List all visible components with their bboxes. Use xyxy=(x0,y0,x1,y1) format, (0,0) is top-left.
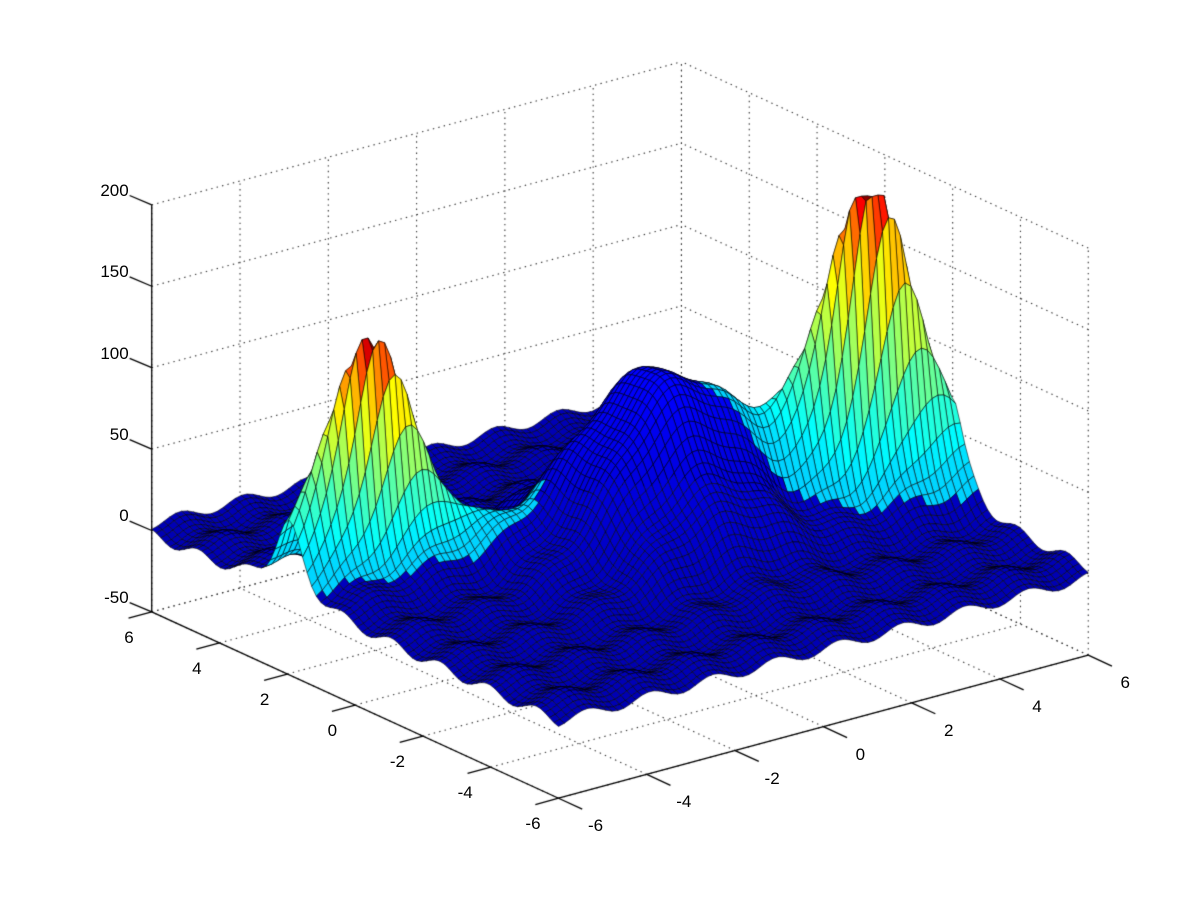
surface-plot-canvas xyxy=(0,0,1200,902)
figure-window: -6 -4 -2 0 2 4 6 -6 -4 -2 0 2 4 6 -50 0 50 100 150 200 xyxy=(0,0,1200,902)
